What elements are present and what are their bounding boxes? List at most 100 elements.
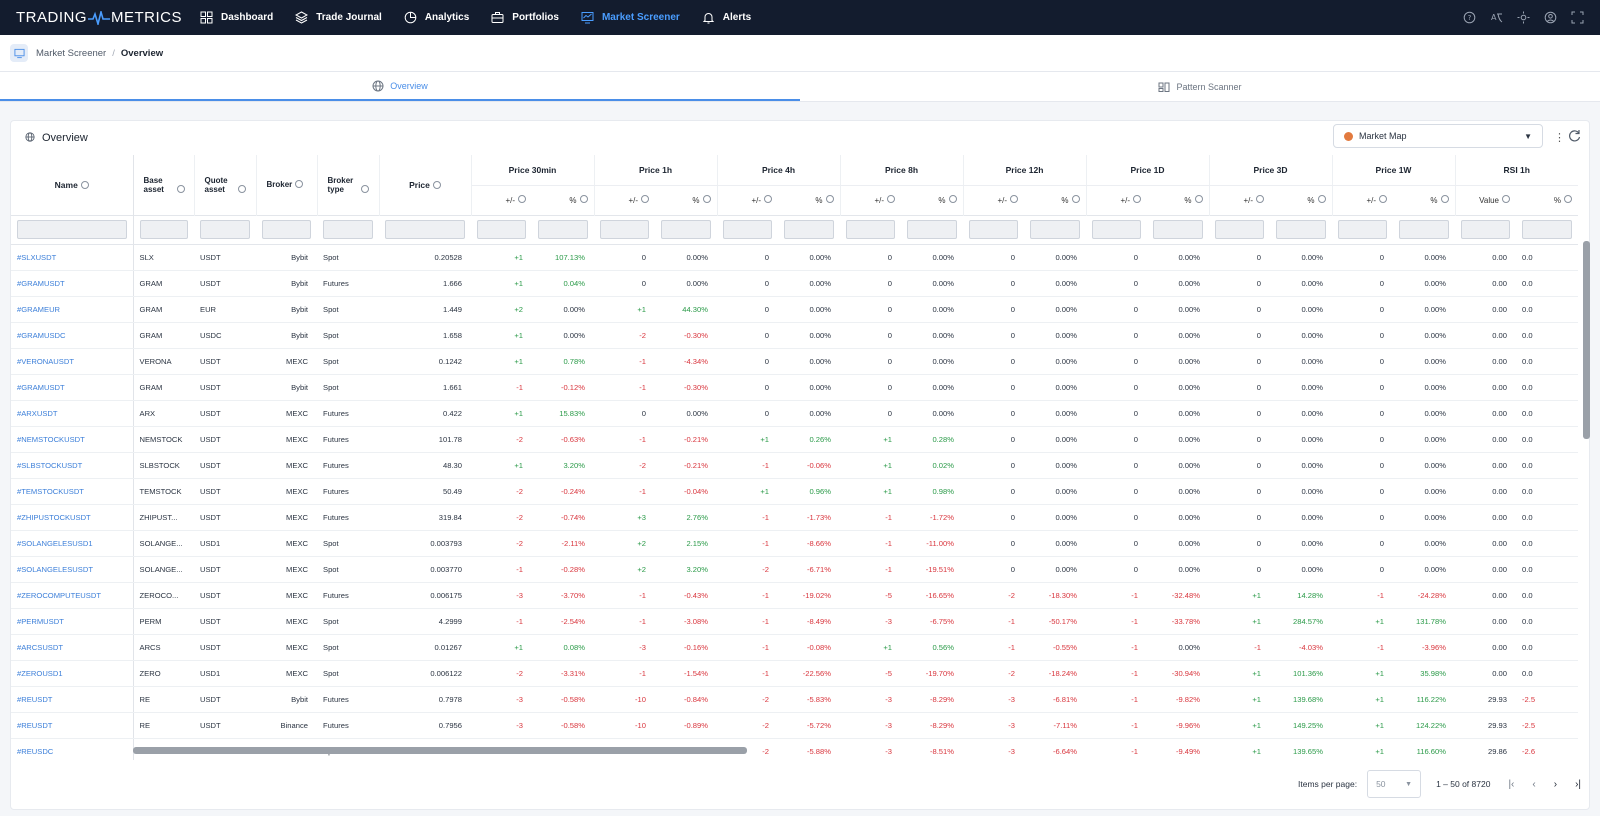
filter-input[interactable] [1092, 220, 1141, 239]
symbol-link[interactable]: #SLBSTOCKUSDT [17, 460, 83, 470]
user-icon[interactable] [1544, 11, 1557, 24]
table-row[interactable]: #ARXUSDT ARX USDT MEXC Futures 0.422 +1 15.83% 0… [11, 400, 1578, 427]
filter-input[interactable] [1276, 220, 1326, 239]
table-row[interactable]: #REUSDT RE USDT Bybit Futures 0.7978 -3 -0.58% -… [11, 686, 1578, 714]
subheader-percent[interactable]: % [1024, 185, 1086, 215]
nav-dashboard[interactable]: Dashboard [200, 11, 273, 24]
symbol-link[interactable]: #REUSDT [17, 695, 53, 705]
table-row[interactable]: #ARCSUSDT ARCS USDT MEXC Spot 0.01267 +1 0.08% -… [11, 634, 1578, 662]
subheader-percent[interactable]: % [1270, 185, 1332, 215]
symbol-link[interactable]: #NEMSTOCKUSDT [17, 434, 85, 444]
subheader-delta[interactable]: +/- [962, 185, 1024, 215]
symbol-link[interactable]: #ZEROCOMPUTEUSDT [17, 591, 101, 601]
symbol-link[interactable]: #SOLANGELESUSDT [17, 565, 93, 575]
filter-input[interactable] [17, 220, 127, 239]
symbol-link[interactable]: #ARXUSDT [17, 408, 58, 418]
subheader-delta[interactable]: +/- [1208, 185, 1270, 215]
filter-input[interactable] [1338, 220, 1387, 239]
filter-input[interactable] [1153, 220, 1203, 239]
subheader-percent[interactable]: % [532, 185, 594, 215]
table-row[interactable]: #ZHIPUSTOCKUSDT ZHIPUST... USDT MEXC Futures… [11, 504, 1578, 532]
screener-table-container[interactable]: Name Base asset Quote asset Broker Broke… [11, 155, 1591, 760]
tab-overview[interactable]: Overview [0, 72, 800, 101]
subheader-percent[interactable]: % [655, 185, 717, 215]
sun-icon[interactable] [1517, 11, 1530, 24]
symbol-link[interactable]: #GRAMUSDC [17, 330, 66, 340]
filter-input[interactable] [477, 220, 526, 239]
filter-input[interactable] [1030, 220, 1080, 239]
header-quote-asset[interactable]: Quote asset [193, 155, 256, 215]
filter-input[interactable] [538, 220, 588, 239]
filter-input[interactable] [907, 220, 957, 239]
subheader-percent[interactable]: % [1147, 185, 1209, 215]
table-row[interactable]: #GRAMUSDT GRAM USDT Bybit Futures 1.666 +1 0.04… [11, 270, 1578, 297]
table-row[interactable]: #TEMSTOCKUSDT TEMSTOCK USDT MEXC Futures 50.4… [11, 478, 1578, 505]
filter-input[interactable] [200, 220, 250, 239]
symbol-link[interactable]: #REUSDT [17, 721, 53, 731]
table-row[interactable]: #NEMSTOCKUSDT NEMSTOCK USDT MEXC Futures 101.… [11, 426, 1578, 453]
subheader-delta[interactable]: +/- [471, 185, 532, 215]
table-row[interactable]: #SOLANGELESUSD1 SOLANGE... USD1 MEXC Spot 0.0… [11, 530, 1578, 558]
horizontal-scrollbar[interactable] [133, 747, 747, 754]
next-page-icon[interactable]: › [1553, 778, 1558, 790]
subheader-percent[interactable]: % [901, 185, 963, 215]
table-row[interactable]: #ZEROUSD1 ZERO USD1 MEXC Spot 0.006122 -2 -3.31… [11, 660, 1578, 688]
filter-input[interactable] [262, 220, 311, 239]
nav-alerts[interactable]: Alerts [702, 11, 751, 24]
subheader-delta[interactable]: +/- [593, 185, 655, 215]
filter-input[interactable] [969, 220, 1018, 239]
table-row[interactable]: #REUSDT RE USDT Binance Futures 0.7956 -3 -0.58… [11, 712, 1578, 740]
filter-input[interactable] [661, 220, 711, 239]
symbol-link[interactable]: #ZEROUSD1 [17, 669, 63, 679]
fullscreen-icon[interactable] [1571, 11, 1584, 24]
symbol-link[interactable]: #GRAMEUR [17, 304, 61, 314]
table-row[interactable]: #GRAMEUR GRAM EUR Bybit Spot 1.449 +2 0.00% +1 44… [11, 296, 1578, 323]
filter-input[interactable] [323, 220, 373, 239]
market-map-select[interactable]: Market Map ▼ [1333, 124, 1543, 148]
symbol-link[interactable]: #PERMUSDT [17, 617, 64, 627]
subheader-rsi-value[interactable]: Value [1454, 185, 1516, 215]
subheader-delta[interactable]: +/- [839, 185, 901, 215]
filter-input[interactable] [1522, 220, 1572, 239]
last-page-icon[interactable]: ›| [1575, 778, 1581, 790]
table-row[interactable]: #PERMUSDT PERM USDT MEXC Spot 4.2999 -1 -2.54% -… [11, 608, 1578, 636]
translate-icon[interactable]: A [1490, 11, 1503, 24]
filter-input[interactable] [139, 220, 188, 239]
symbol-link[interactable]: #ZHIPUSTOCKUSDT [17, 512, 91, 522]
filter-input[interactable] [784, 220, 834, 239]
filter-input[interactable] [1461, 220, 1510, 239]
logo[interactable]: TRADING METRICS [16, 9, 182, 26]
table-row[interactable]: #GRAMUSDT GRAM USDT Bybit Spot 1.661 -1 -0.12% -… [11, 374, 1578, 401]
previous-page-icon[interactable]: ‹ [1532, 778, 1536, 790]
table-row[interactable]: #SLBSTOCKUSDT SLBSTOCK USDT MEXC Futures 48.3… [11, 452, 1578, 479]
more-options-icon[interactable]: ⋮ [1554, 132, 1565, 144]
nav-analytics[interactable]: Analytics [404, 11, 469, 24]
tab-pattern-scanner[interactable]: Pattern Scanner [800, 72, 1600, 101]
header-name[interactable]: Name [11, 155, 134, 215]
subheader-percent[interactable]: % [1516, 185, 1578, 215]
symbol-link[interactable]: #SOLANGELESUSD1 [17, 539, 93, 549]
nav-portfolios[interactable]: Portfolios [491, 11, 559, 24]
table-row[interactable]: #ZEROCOMPUTEUSDT ZEROCO... USDT MEXC Futures… [11, 582, 1578, 610]
subheader-delta[interactable]: +/- [1085, 185, 1147, 215]
symbol-link[interactable]: #SLXUSDT [17, 252, 57, 262]
subheader-percent[interactable]: % [778, 185, 840, 215]
symbol-link[interactable]: #REUSDC [17, 747, 54, 757]
table-row[interactable]: #GRAMUSDC GRAM USDC Bybit Spot 1.658 +1 0.00% -2… [11, 322, 1578, 349]
vertical-scrollbar[interactable] [1583, 241, 1590, 439]
subheader-delta[interactable]: +/- [1331, 185, 1393, 215]
nav-market-screener[interactable]: Market Screener [581, 11, 680, 24]
symbol-link[interactable]: #VERONAUSDT [17, 356, 74, 366]
help-icon[interactable]: ? [1463, 11, 1476, 24]
items-per-page-select[interactable]: 50 ▼ [1367, 770, 1422, 798]
symbol-link[interactable]: #GRAMUSDT [17, 278, 65, 288]
subheader-delta[interactable]: +/- [716, 185, 778, 215]
table-row[interactable]: #SLXUSDT SLX USDT Bybit Spot 0.20528 +1 107.13%… [11, 244, 1578, 271]
subheader-percent[interactable]: % [1393, 185, 1455, 215]
breadcrumb-market-screener[interactable]: Market Screener [36, 47, 107, 59]
header-broker[interactable]: Broker [255, 155, 317, 215]
header-broker-type[interactable]: Broker type [316, 155, 379, 215]
filter-input[interactable] [600, 220, 649, 239]
filter-input[interactable] [385, 220, 465, 239]
filter-input[interactable] [723, 220, 772, 239]
